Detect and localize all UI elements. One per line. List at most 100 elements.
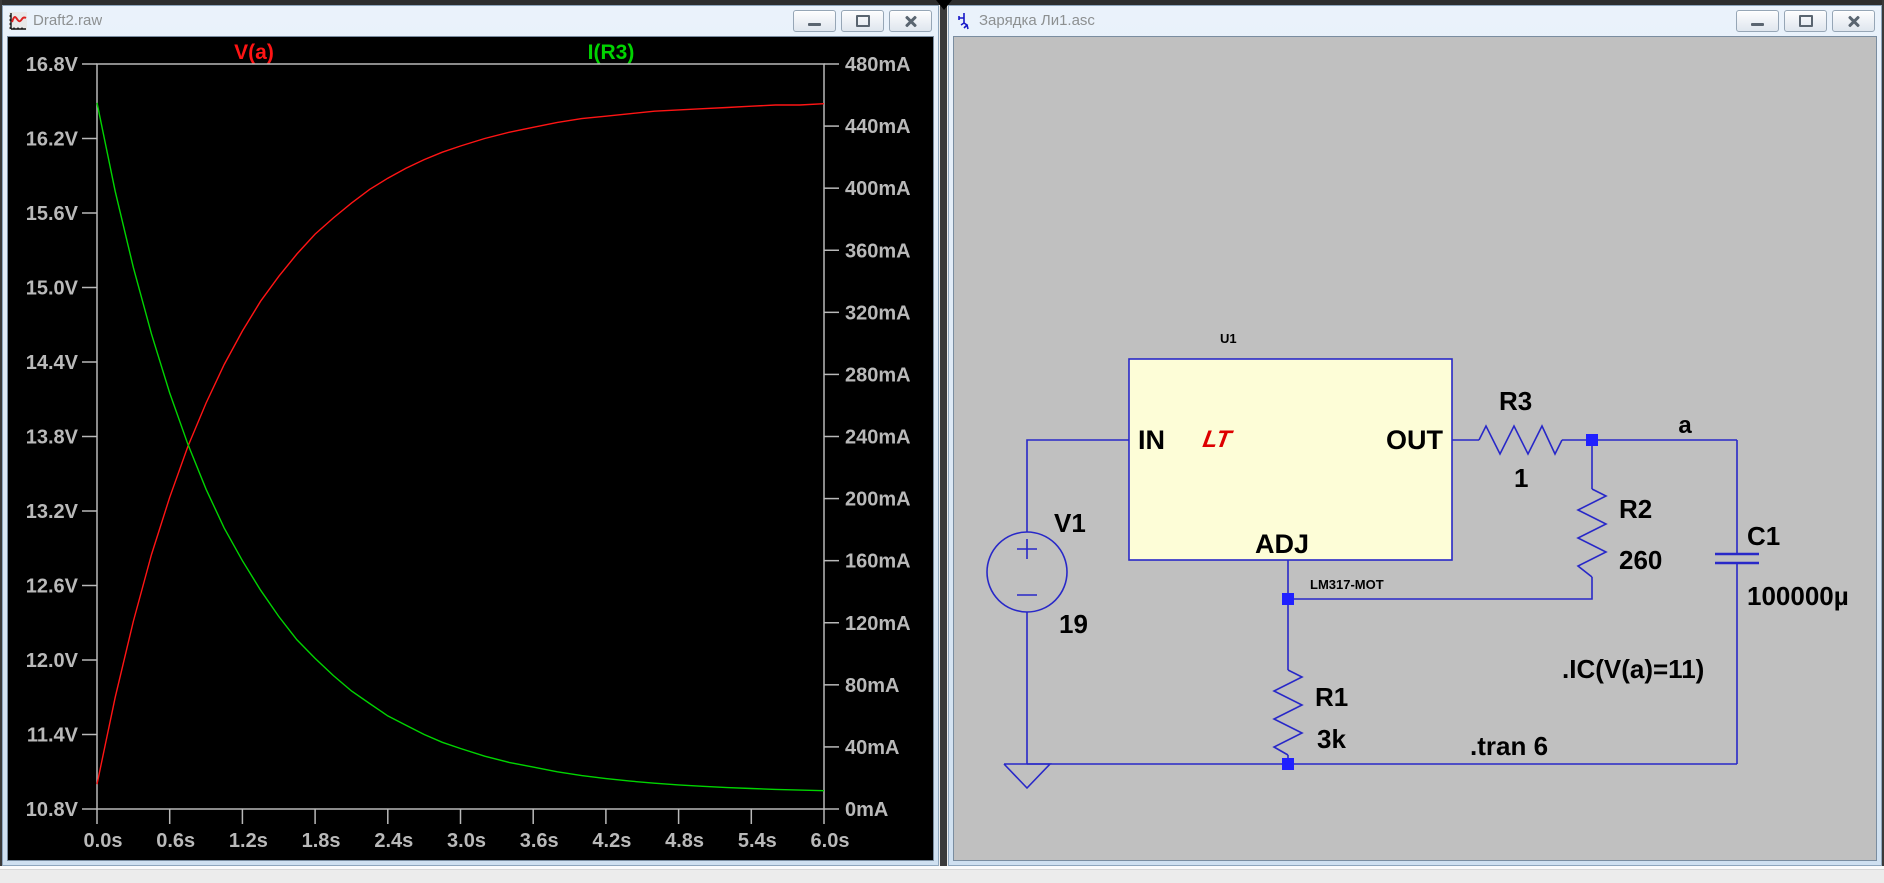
r3-refdes[interactable]: R3 (1499, 386, 1532, 416)
r2-value[interactable]: 260 (1619, 545, 1662, 575)
waveform-pane[interactable]: V(a) I(R3) 16.8V 16.2V 15.6V 15.0V 14.4V 13.8… (7, 36, 934, 861)
right-axis-tick: 240mA (845, 427, 911, 449)
minimize-button[interactable] (1736, 9, 1779, 32)
mdi-frame-left-edge (0, 0, 2, 866)
status-bar (0, 866, 1884, 870)
u1-pin-out-label: OUT (1386, 425, 1444, 455)
v1-circle[interactable] (986, 531, 1068, 613)
right-axis-tick: 360mA (845, 240, 911, 262)
x-axis-tick: 1.2s (229, 830, 268, 852)
v1-value[interactable]: 19 (1059, 609, 1088, 639)
waveform-svg[interactable]: V(a) I(R3) 16.8V 16.2V 15.6V 15.0V 14.4V 13.8… (8, 37, 935, 862)
close-button[interactable] (889, 9, 932, 32)
component-r2-resistor[interactable] (1576, 488, 1608, 578)
splitter-arrow-icon (936, 0, 952, 10)
v1-refdes[interactable]: V1 (1054, 508, 1086, 538)
x-axis-tick: 2.4s (374, 830, 413, 852)
close-icon (1847, 14, 1861, 28)
left-axis-tick: 10.8V (26, 799, 79, 821)
close-icon (904, 14, 918, 28)
schematic-window: Зарядка Ли1.asc (948, 5, 1882, 866)
maximize-button[interactable] (841, 9, 884, 32)
schematic-file-icon (958, 12, 969, 29)
left-axis-tick: 13.8V (26, 427, 79, 449)
waveform-window-title: Draft2.raw (33, 12, 103, 29)
waveform-titlebar[interactable]: Draft2.raw (3, 6, 938, 35)
left-axis-tick: 15.6V (26, 203, 79, 225)
r3-value[interactable]: 1 (1514, 463, 1528, 493)
x-axis-tick: 4.2s (592, 830, 631, 852)
x-axis-tick: 3.0s (447, 830, 486, 852)
component-c1-capacitor[interactable] (1715, 552, 1759, 565)
u1-refdes: U1 (1220, 331, 1237, 346)
mdi-frame-right-edge (1882, 0, 1884, 866)
maximize-button[interactable] (1784, 9, 1827, 32)
wires[interactable] (1026, 439, 1738, 765)
left-axis-tick: 15.0V (26, 278, 79, 300)
c1-value[interactable]: 100000µ (1747, 581, 1849, 611)
trace-V(a)[interactable] (96, 103, 825, 785)
x-axis-tick: 5.4s (738, 830, 777, 852)
spice-directive-ic[interactable]: .IC(V(a)=11) (1562, 654, 1704, 684)
spice-directive-tran[interactable]: .tran 6 (1470, 731, 1548, 761)
left-axis-tick: 13.2V (26, 501, 79, 523)
r1-value[interactable]: 3k (1317, 724, 1346, 754)
x-axis-tick: 4.8s (665, 830, 704, 852)
right-axis-tick: 440mA (845, 116, 911, 138)
maximize-icon (1798, 14, 1813, 27)
schematic-canvas[interactable]: U1 IN OUT ADJ LT LM317-MOT V1 19 R3 1 (953, 36, 1877, 861)
window-splitter[interactable] (940, 0, 947, 866)
junction-r1-ground (1282, 758, 1294, 770)
right-axis-tick: 280mA (845, 364, 911, 386)
wire-r2-to-adj[interactable] (1288, 577, 1593, 600)
left-axis-tick: 12.0V (26, 650, 79, 672)
right-axis-tick: 0mA (845, 799, 888, 821)
right-axis-tick: 320mA (845, 302, 911, 324)
right-axis-tick: 200mA (845, 489, 911, 511)
left-axis-tick: 14.4V (26, 352, 79, 374)
ground-symbol[interactable] (1003, 763, 1052, 790)
component-u1-lm317[interactable]: U1 IN OUT ADJ LT LM317-MOT (1128, 331, 1453, 592)
legend-series-1[interactable]: V(a) (234, 41, 274, 64)
left-axis-tick: 12.6V (26, 576, 79, 598)
net-label-a[interactable]: a (1678, 412, 1692, 439)
legend-series-2[interactable]: I(R3) (588, 41, 635, 64)
c1-refdes[interactable]: C1 (1747, 521, 1780, 551)
minimize-button[interactable] (793, 9, 836, 32)
right-axis-tick: 480mA (845, 54, 911, 76)
component-r1-resistor[interactable] (1272, 669, 1304, 756)
maximize-icon (855, 14, 870, 27)
right-axis-tick: 80mA (845, 675, 899, 697)
x-axis-tick: 6.0s (811, 830, 850, 852)
schematic-window-title: Зарядка Ли1.asc (979, 12, 1095, 29)
wire-junctions (1282, 434, 1598, 770)
r2-refdes[interactable]: R2 (1619, 494, 1652, 524)
component-v1-source[interactable] (986, 531, 1068, 613)
x-axis-tick: 3.6s (520, 830, 559, 852)
plot-frame (96, 63, 825, 810)
u1-pin-in-label: IN (1138, 425, 1165, 455)
junction-adj (1282, 593, 1294, 605)
u1-model-label: LM317-MOT (1310, 577, 1384, 592)
x-axis-tick: 0.6s (156, 830, 195, 852)
left-axis-tick: 16.8V (26, 54, 79, 76)
x-axis-tick: 0.0s (84, 830, 123, 852)
junction-node-a (1586, 434, 1598, 446)
trace-I(R3)[interactable] (96, 102, 825, 792)
minimize-icon (808, 22, 821, 26)
plot-traces-and-ticks: 16.8V 16.2V 15.6V 15.0V 14.4V 13.8V 13.2V 12.6V… (26, 54, 911, 852)
u1-pin-adj-label: ADJ (1255, 529, 1309, 559)
r1-refdes[interactable]: R1 (1315, 682, 1348, 712)
close-button[interactable] (1832, 9, 1875, 32)
x-axis-tick: 1.8s (302, 830, 341, 852)
right-axis-tick: 400mA (845, 178, 911, 200)
wire-v1-to-in[interactable] (1026, 439, 1129, 532)
component-r3-resistor[interactable] (1478, 424, 1563, 456)
waveform-file-icon (9, 11, 27, 30)
left-axis-tick: 11.4V (27, 725, 79, 747)
minimize-icon (1751, 22, 1764, 26)
schematic-titlebar[interactable]: Зарядка Ли1.asc (949, 6, 1881, 35)
left-axis-tick: 16.2V (26, 129, 79, 151)
right-axis-tick: 160mA (845, 551, 911, 573)
right-axis-tick: 120mA (845, 613, 911, 635)
